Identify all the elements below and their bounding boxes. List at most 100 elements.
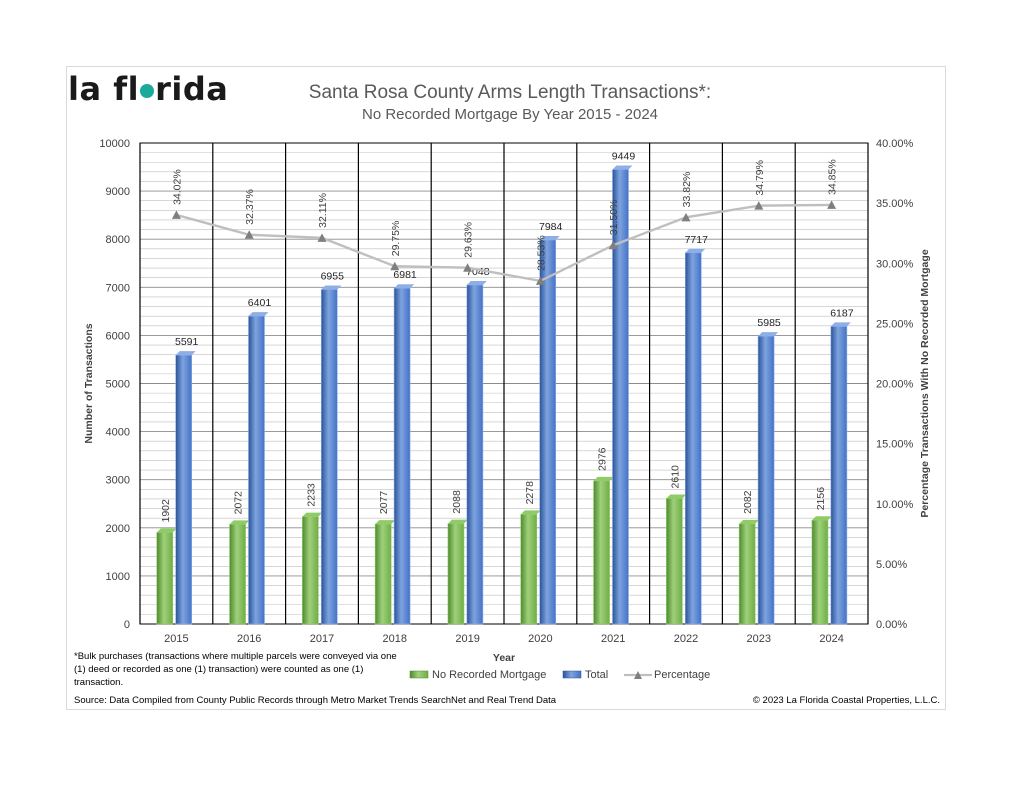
legend-marker-percentage	[634, 671, 642, 679]
y-axis-tick-label: 4000	[106, 427, 130, 439]
no-mortgage-bar	[156, 532, 174, 625]
total-value-label: 6981	[393, 269, 417, 281]
percentage-value-label: 32.37%	[244, 189, 256, 225]
logo-dot-icon	[140, 84, 155, 98]
total-value-label: 6955	[321, 270, 345, 282]
total-bar	[612, 169, 629, 625]
no-mortgage-bar	[520, 514, 538, 625]
y-axis-tick-label: 10000	[99, 138, 130, 150]
percentage-marker	[827, 200, 837, 209]
y-axis-tick-label: 5000	[106, 379, 130, 391]
bulk-purchase-footnote: *Bulk purchases (transactions where mult…	[74, 651, 397, 688]
no-mortgage-value-label: 2610	[669, 465, 681, 489]
no-mortgage-bar-top	[302, 512, 323, 517]
total-bar-top	[612, 165, 633, 170]
total-bar	[320, 289, 338, 625]
no-mortgage-bar	[302, 516, 319, 625]
no-mortgage-bar-top	[156, 528, 177, 533]
percentage-value-label: 33.82%	[681, 172, 693, 208]
percentage-value-label: 34.79%	[754, 160, 766, 196]
brand-logo: la fl rida	[68, 70, 228, 108]
total-value-label: 7984	[539, 221, 563, 233]
total-bar-top	[685, 248, 706, 253]
percentage-marker	[754, 201, 764, 210]
no-mortgage-bar	[738, 523, 756, 625]
y-axis-tick-label: 3000	[106, 475, 130, 487]
total-value-label: 9449	[612, 151, 636, 163]
total-bar	[539, 239, 556, 625]
y-axis-title: Number of Transactions	[83, 323, 95, 443]
plot-area-border	[139, 142, 869, 625]
x-axis-title: Year	[493, 652, 515, 664]
y2-axis-tick-label: 10.00%	[876, 499, 914, 511]
y2-axis-tick-label: 35.00%	[876, 198, 914, 210]
legend-label-no-mortgage: No Recorded Mortgage	[432, 669, 546, 681]
legend-label-total: Total	[585, 669, 608, 681]
no-mortgage-value-label: 2088	[451, 490, 463, 514]
percentage-marker	[608, 240, 618, 250]
y-axis-tick-label: 0	[124, 619, 130, 631]
percentage-value-label: 29.63%	[463, 222, 475, 258]
percentage-value-label: 31.50%	[608, 200, 620, 236]
percentage-marker	[463, 263, 473, 272]
no-mortgage-value-label: 2156	[815, 487, 827, 511]
y2-axis-tick-label: 20.00%	[876, 379, 914, 391]
total-bar-top	[394, 284, 415, 289]
y-axis-tick-label: 1000	[106, 571, 130, 583]
total-bar-top	[466, 280, 487, 285]
total-value-label: 6187	[830, 307, 854, 319]
total-value-label: 7717	[685, 234, 709, 246]
total-bar-top	[758, 332, 779, 337]
y2-axis-tick-label: 5.00%	[876, 559, 907, 571]
total-bar	[466, 284, 484, 625]
chart-subtitle: No Recorded Mortgage By Year 2015 - 2024	[361, 106, 659, 123]
percentage-value-label: 34.85%	[827, 159, 839, 195]
total-bar	[830, 326, 848, 625]
percentage-marker	[681, 212, 691, 222]
no-mortgage-bar-top	[229, 520, 250, 525]
x-axis-tick-label: 2022	[674, 633, 698, 645]
legend-swatch-no-mortgage	[409, 670, 429, 679]
y2-axis-tick-label: 0.00%	[876, 619, 907, 631]
no-mortgage-bar-top	[447, 519, 468, 524]
total-bar-top	[321, 285, 342, 290]
percentage-marker	[244, 230, 254, 239]
no-mortgage-bar	[229, 524, 246, 625]
logo-text-start: la fl	[68, 70, 140, 108]
source-note: Source: Data Compiled from County Public…	[74, 695, 557, 706]
x-axis-tick-label: 2016	[237, 633, 261, 645]
total-bar	[684, 252, 702, 625]
total-bar	[248, 315, 265, 625]
y-axis-tick-label: 8000	[106, 234, 130, 246]
no-mortgage-value-label: 2072	[233, 491, 245, 515]
total-bar-top	[830, 322, 851, 327]
x-axis-tick-label: 2015	[164, 633, 188, 645]
copyright-note: © 2023 La Florida Coastal Properties, L.…	[752, 695, 940, 706]
no-mortgage-value-label: 2077	[378, 491, 390, 515]
y-axis-tick-label: 6000	[106, 330, 130, 342]
no-mortgage-bar-top	[666, 494, 687, 499]
percentage-marker	[390, 261, 400, 271]
x-axis-tick-label: 2018	[383, 633, 407, 645]
y-axis-tick-label: 2000	[106, 523, 130, 535]
percentage-value-label: 32.11%	[317, 193, 329, 228]
no-mortgage-value-label: 2976	[597, 447, 609, 471]
x-axis-tick-label: 2023	[747, 633, 771, 645]
percentage-value-label: 28.53%	[535, 235, 547, 271]
total-bar-top	[248, 312, 269, 317]
x-axis-tick-label: 2017	[310, 633, 334, 645]
percentage-line	[176, 203, 832, 283]
total-bar	[175, 354, 192, 625]
y2-axis-title: Percentage Transactions With No Recorded…	[919, 249, 931, 517]
total-bar-top	[539, 235, 560, 240]
percentage-value-label: 34.02%	[171, 169, 183, 205]
legend-swatch-total	[562, 670, 582, 679]
percentage-marker	[317, 233, 327, 242]
total-value-label: 5591	[175, 336, 199, 348]
logo-text-end: rida	[155, 70, 229, 108]
y-axis-tick-label: 7000	[106, 282, 130, 294]
percentage-value-label: 29.75%	[390, 221, 402, 257]
no-mortgage-bar-top	[375, 520, 396, 525]
no-mortgage-value-label: 1902	[160, 499, 172, 523]
